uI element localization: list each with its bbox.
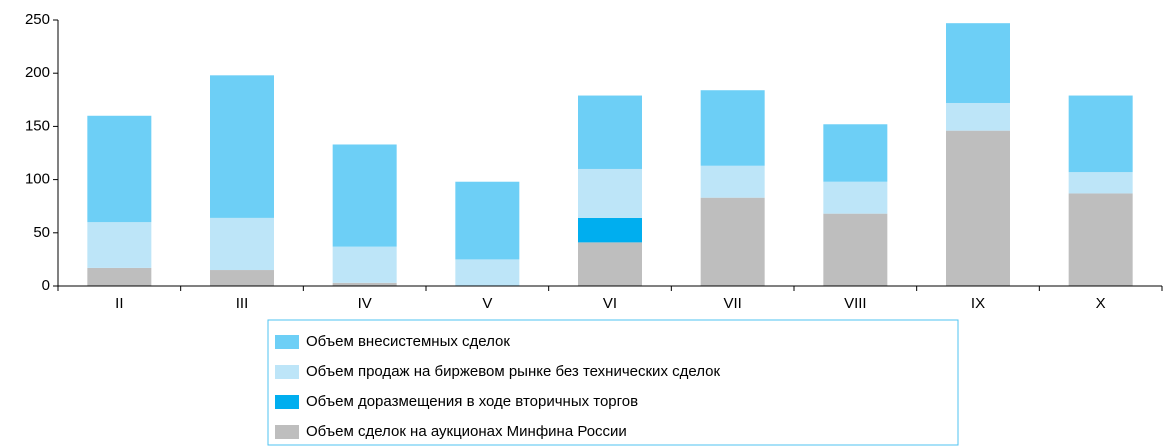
bar-segment [823,181,888,214]
bar-segment [87,115,152,223]
bar-segment [578,242,642,286]
bar-segment [823,213,888,286]
y-tick-label: 50 [33,224,50,241]
bar-segment [455,181,520,260]
legend-label: Объем сделок на аукционах Минфина России [306,423,627,440]
y-tick-label: 100 [25,171,50,188]
legend-swatch [275,395,299,409]
bar-segment [1068,172,1133,194]
x-tick-label: II [115,295,123,312]
bar-segment [332,144,397,247]
legend-swatch [275,335,299,349]
legend-box [267,319,959,446]
bar-segment [700,90,765,166]
bar-segment [946,23,1010,103]
bar-segment [700,165,765,198]
bar-segment [455,259,520,286]
bar-segment [210,270,274,286]
legend-swatch [275,425,299,439]
x-tick-label: X [1096,295,1106,312]
bar-segment [946,102,1010,131]
bar-segment [823,124,888,182]
y-tick-label: 150 [25,117,50,134]
bar-segment [332,282,397,286]
bar-segment [700,197,765,286]
x-tick-label: IV [358,295,372,312]
x-tick-label: IX [971,295,985,312]
legend-swatch [275,365,299,379]
legend-label: Объем доразмещения в ходе вторичных торг… [306,393,638,410]
bar-segment [578,168,642,218]
bar-segment [946,130,1010,286]
y-tick-label: 0 [42,277,50,294]
y-tick-label: 250 [25,11,50,28]
y-tick-label: 200 [25,64,50,81]
bar-segment [210,75,274,218]
bar-segment [578,217,642,243]
bar-segment [210,217,274,271]
bar-segment [1068,193,1133,286]
bar-segment [87,222,152,268]
bar-segment [87,267,152,286]
bar-segment [578,95,642,169]
x-tick-label: VII [723,295,741,312]
x-tick-label: VIII [844,295,867,312]
x-tick-label: III [236,295,249,312]
bar-segment [332,246,397,283]
bar-segment [1068,95,1133,173]
x-tick-label: V [482,295,492,312]
legend-label: Объем продаж на биржевом рынке без техни… [306,363,720,380]
legend-label: Объем внесистемных сделок [306,333,510,350]
x-tick-label: VI [603,295,617,312]
